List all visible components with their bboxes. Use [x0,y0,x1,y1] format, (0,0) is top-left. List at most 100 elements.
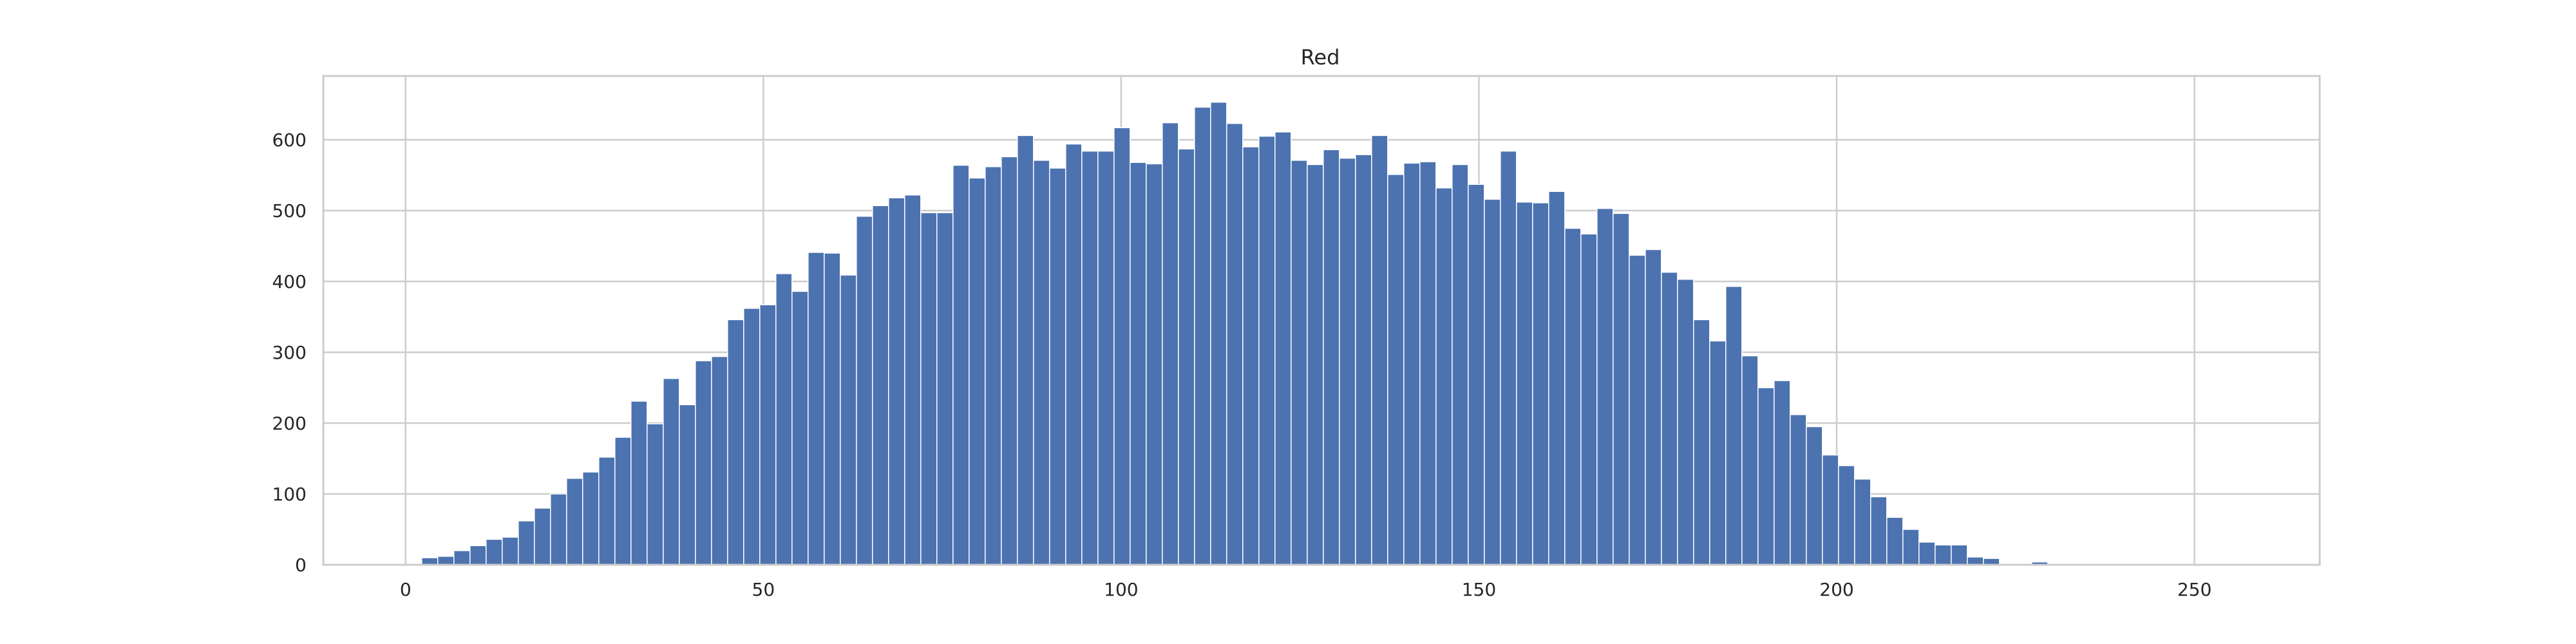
histogram-bar [1741,355,1759,565]
histogram-bar [566,478,583,565]
histogram-bar [1323,149,1340,565]
histogram-bar [1580,233,1598,565]
histogram-bar [1339,157,1356,565]
histogram-bar [1838,465,1855,565]
histogram-bar [1484,198,1501,565]
histogram-bar [920,212,938,565]
histogram-bar [1130,162,1147,565]
histogram-bar [1967,556,1984,565]
histogram-bar [1935,544,1952,565]
histogram-bar [1307,164,1324,565]
y-tick-label: 500 [272,200,307,222]
histogram-bar [630,401,648,565]
histogram-bar [824,252,841,565]
histogram-bar [1355,154,1372,565]
histogram-bar [1790,414,1807,565]
histogram-bar [1226,122,1244,565]
x-tick-label: 150 [1462,579,1496,600]
histogram-bar [1387,174,1405,565]
histogram-bar [985,166,1002,565]
histogram-bar [1918,542,1936,565]
chart-title: Red [1301,45,1340,70]
histogram-bar [1274,131,1292,565]
histogram-bar [1146,163,1163,565]
y-tick-label: 200 [272,413,307,434]
histogram-bar [1854,478,1871,565]
histogram-bar [840,274,857,565]
histogram-bar [453,550,471,565]
histogram-bar [856,216,873,565]
x-tick-label: 50 [752,579,775,600]
histogram-bar [598,457,616,565]
histogram-bar [888,197,905,565]
histogram-bar [1677,278,1694,565]
histogram-bar [1806,426,1823,565]
histogram-bar [663,377,680,565]
histogram-bar [1709,340,1727,565]
y-tick-label: 300 [272,342,307,363]
histogram-bar [1210,101,1227,565]
histogram-bar [1629,254,1646,565]
histogram-bar [1951,544,1968,565]
histogram-bar [904,194,922,565]
plot-frame [322,75,2321,566]
histogram-bar [1532,202,1549,565]
histogram-bar [1242,146,1260,565]
histogram-bar [743,308,761,565]
histogram-bar [534,507,551,565]
histogram-bar [1757,387,1775,565]
histogram-bar [695,360,712,565]
histogram-bar [791,290,809,565]
histogram-bar [727,319,744,565]
histogram-bar [1564,227,1582,565]
histogram-bar [1500,150,1517,565]
histogram-bar [1017,135,1034,565]
histogram-bar [1902,529,1920,565]
x-tick-label: 100 [1104,579,1138,600]
histogram-bar [775,273,793,565]
histogram-bar [469,545,487,565]
histogram-bar [808,252,825,565]
histogram-bar [1596,207,1614,565]
y-tick-label: 400 [272,271,307,292]
histogram-bar [1291,160,1308,565]
histogram-bar [1419,161,1437,565]
y-tick-label: 0 [295,554,307,576]
x-tick-label: 200 [1819,579,1853,600]
histogram-bar [1403,162,1421,565]
histogram-bar [518,520,535,565]
histogram-bar [679,404,696,565]
histogram-bar [1113,127,1131,565]
histogram-bar [872,205,889,565]
histogram-bar [614,437,632,565]
histogram-bar [1178,148,1195,565]
histogram-bar [437,556,455,565]
histogram-bar [582,471,600,565]
histogram-bar [1774,380,1791,565]
histogram-bar [1886,516,1904,565]
histogram-bar [1613,213,1630,565]
histogram-bar [952,164,970,565]
histogram-bar [647,423,664,565]
histogram-bar [1870,496,1888,565]
x-tick-label: 0 [400,579,412,600]
histogram-bar [1435,187,1453,565]
histogram-bar [1001,156,1018,565]
histogram-bar [1258,135,1276,565]
histogram-bar [1097,150,1115,565]
histogram-bar [1033,160,1050,565]
histogram-bar [969,177,986,565]
tick-labels: 0 50 100 150 200 250 0 100 200 300 400 500 600 [272,129,2212,600]
histogram-bar [1468,184,1485,565]
histogram-bar [1645,249,1662,565]
histogram-bar [711,355,728,565]
histogram-bar [1725,285,1743,565]
histogram-bar [502,536,519,565]
histogram-bar [421,557,439,565]
y-tick-label: 600 [272,129,307,151]
histogram-bar [1516,202,1533,565]
histogram-bar [1194,106,1211,565]
histogram-bar [1162,122,1179,565]
